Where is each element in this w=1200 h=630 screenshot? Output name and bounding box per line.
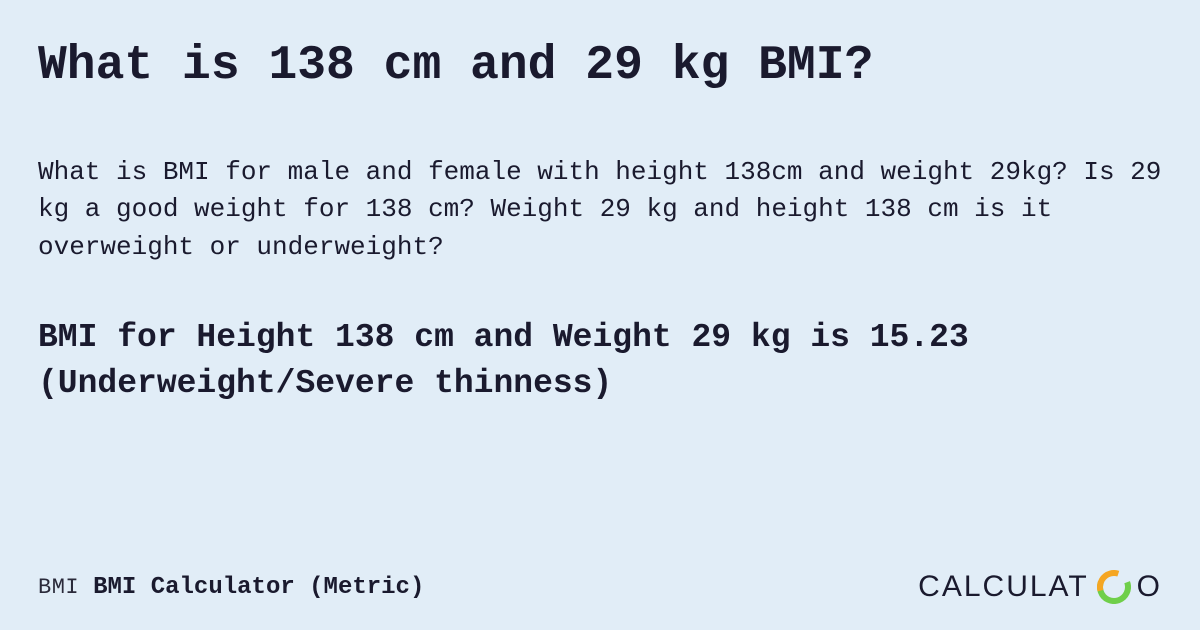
brand-dot-icon [1097, 570, 1131, 604]
brand-text-part1: CALCULAT [918, 570, 1088, 604]
description-text: What is BMI for male and female with hei… [38, 154, 1162, 267]
footer: BMI BMI Calculator (Metric) CALCULAT O [38, 570, 1162, 604]
footer-left: BMI BMI Calculator (Metric) [38, 574, 424, 601]
brand-text-part2: O [1137, 570, 1162, 604]
bmi-badge: BMI [38, 575, 79, 600]
page-heading: What is 138 cm and 29 kg BMI? [38, 38, 1162, 96]
brand-logo: CALCULAT O [918, 570, 1162, 604]
bmi-result: BMI for Height 138 cm and Weight 29 kg i… [38, 315, 1162, 407]
bmi-calculator-label: BMI Calculator (Metric) [93, 574, 424, 601]
